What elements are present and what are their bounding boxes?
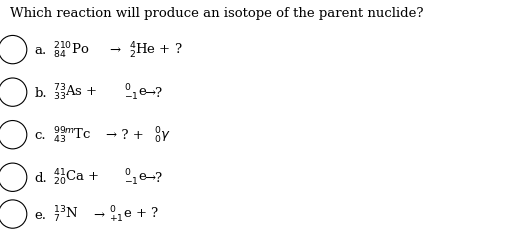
Text: ?: ? [154,171,161,184]
Text: →: → [144,86,155,99]
Text: $^{41}_{20}$Ca +: $^{41}_{20}$Ca + [53,167,99,188]
Text: →: → [144,171,155,184]
Text: Which reaction will produce an isotope of the parent nuclide?: Which reaction will produce an isotope o… [10,7,423,20]
Text: → ? +: → ? + [106,129,144,142]
Text: $^{210}_{84}$Po: $^{210}_{84}$Po [53,40,89,60]
Text: →: → [109,44,120,57]
Text: $^{73}_{33}$As +: $^{73}_{33}$As + [53,83,97,103]
Text: $^{4}_{2}$He + ?: $^{4}_{2}$He + ? [129,40,182,60]
Text: $^{13}_{7}$N: $^{13}_{7}$N [53,204,78,224]
Text: $^{99m}_{43}$Tc: $^{99m}_{43}$Tc [53,125,91,145]
Text: →: → [93,208,105,221]
Text: c.: c. [34,129,46,142]
Text: a.: a. [34,44,46,57]
Text: d.: d. [34,171,47,184]
Text: $^{0}_{-1}$e: $^{0}_{-1}$e [124,167,147,188]
Text: e.: e. [34,208,46,221]
Text: b.: b. [34,86,47,99]
Text: ?: ? [154,86,161,99]
Text: $^{0}_{0}\gamma$: $^{0}_{0}\gamma$ [154,125,171,145]
Text: $^{0}_{+1}$e + ?: $^{0}_{+1}$e + ? [109,204,159,224]
Text: $^{0}_{-1}$e: $^{0}_{-1}$e [124,83,147,103]
